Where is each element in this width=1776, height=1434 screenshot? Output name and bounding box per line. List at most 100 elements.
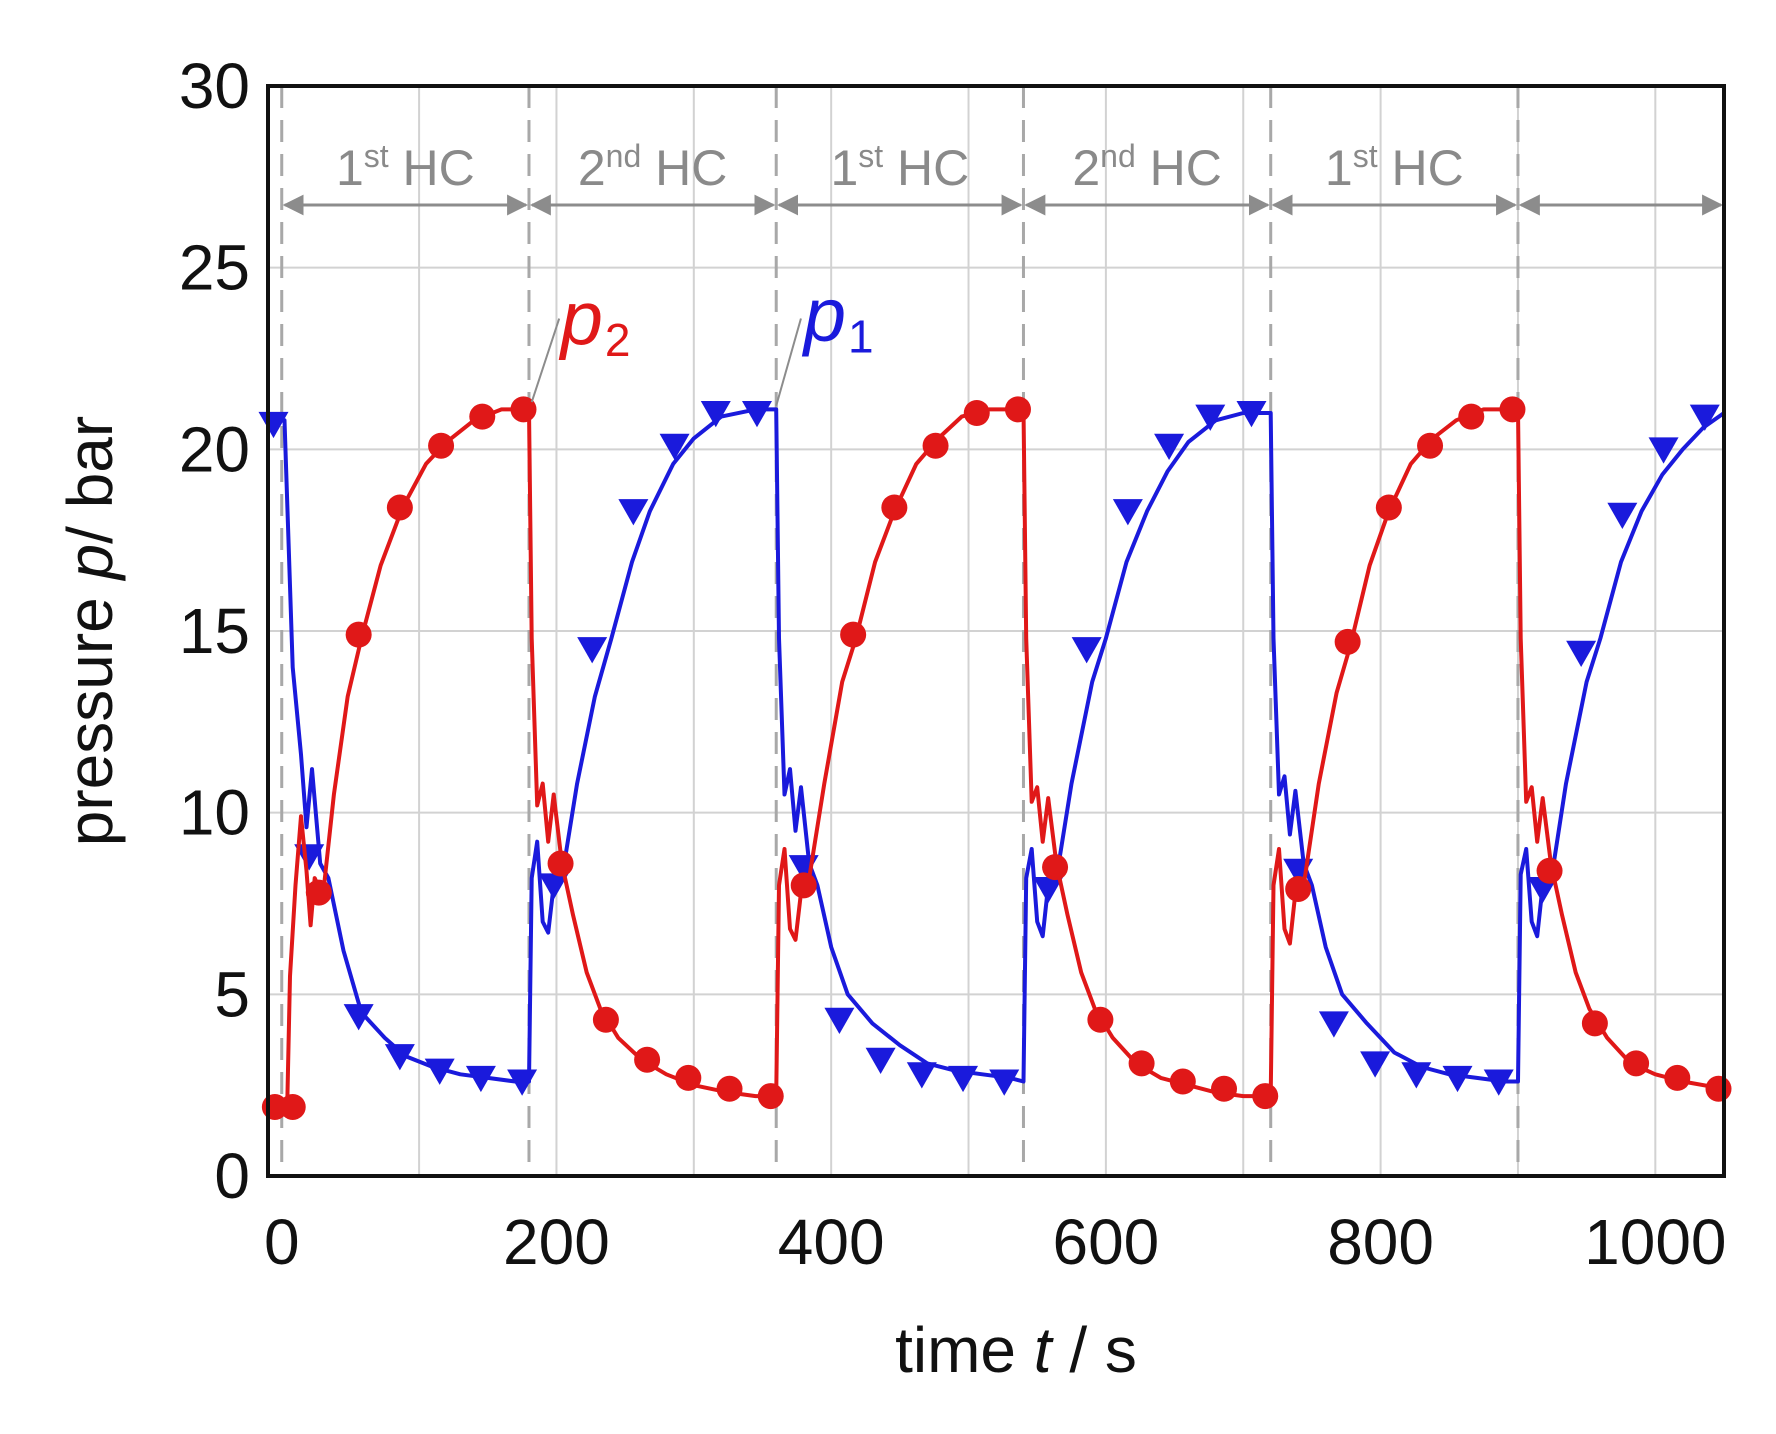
marker-p2-29 <box>1417 432 1444 459</box>
hc-label-4: 1st HC <box>1325 138 1464 196</box>
x-tick-200: 200 <box>503 1206 610 1278</box>
marker-p1-21 <box>1112 499 1143 526</box>
marker-p2-33 <box>1581 1010 1608 1037</box>
hc-label-1: 2nd HC <box>578 138 728 196</box>
x-tick-1000: 1000 <box>1584 1206 1726 1278</box>
marker-p1-11 <box>700 401 731 428</box>
series-label-p2: p2 <box>559 276 631 366</box>
marker-p1-14 <box>824 1007 855 1035</box>
y-tick-20: 20 <box>179 413 250 485</box>
marker-p2-24 <box>1211 1075 1238 1102</box>
marker-p1-3 <box>384 1044 415 1071</box>
marker-p1-27 <box>1360 1051 1391 1078</box>
marker-p2-32 <box>1536 857 1563 884</box>
marker-p2-2 <box>305 879 332 906</box>
marker-p1-5 <box>465 1065 496 1093</box>
marker-p2-1 <box>279 1093 306 1120</box>
axis-titles: p2 p1 time t / s pressure p/ bar <box>54 272 1137 1386</box>
marker-p1-19 <box>1033 876 1064 904</box>
plot-border <box>266 84 1726 1178</box>
marker-p1-0 <box>258 411 289 439</box>
marker-p2-9 <box>592 1006 619 1033</box>
marker-p1-33 <box>1607 502 1638 529</box>
x-tick-800: 800 <box>1327 1206 1434 1278</box>
marker-p2-18 <box>963 400 990 426</box>
marker-p2-22 <box>1128 1050 1155 1077</box>
cycle-switch-lines <box>280 86 1520 1176</box>
marker-p1-29 <box>1442 1065 1473 1093</box>
grid-lines <box>268 86 1724 1176</box>
marker-p1-26 <box>1318 1011 1349 1038</box>
y-tick-15: 15 <box>179 595 250 667</box>
marker-p2-5 <box>428 432 455 459</box>
marker-p2-14 <box>790 872 817 899</box>
marker-p2-31 <box>1499 396 1526 423</box>
marker-p2-35 <box>1664 1064 1691 1091</box>
marker-p1-8 <box>577 637 608 664</box>
hc-label-3: 2nd HC <box>1072 138 1222 196</box>
marker-p1-4 <box>424 1058 455 1085</box>
marker-p2-3 <box>345 621 372 648</box>
x-tick-0: 0 <box>264 1206 300 1278</box>
series-line-p2 <box>270 407 1725 1109</box>
marker-p1-1 <box>294 844 325 871</box>
y-axis-title: pressure p/ bar <box>54 416 126 846</box>
y-tick-25: 25 <box>179 232 250 304</box>
marker-p1-28 <box>1401 1062 1432 1089</box>
marker-p1-16 <box>906 1062 937 1089</box>
marker-p2-12 <box>716 1075 743 1102</box>
marker-p1-9 <box>618 499 649 526</box>
y-tick-30: 30 <box>179 50 250 122</box>
marker-p2-36 <box>1705 1075 1732 1102</box>
marker-p2-23 <box>1169 1068 1196 1095</box>
marker-p2-27 <box>1334 628 1361 655</box>
marker-p2-30 <box>1458 403 1485 430</box>
data-series <box>258 396 1732 1120</box>
marker-p2-28 <box>1375 494 1402 521</box>
marker-p1-12 <box>741 401 772 428</box>
marker-p1-6 <box>507 1069 538 1096</box>
marker-p2-17 <box>922 432 949 459</box>
half-cycle-annotations: 1st HC 2nd HC 1st HC 2nd HC 1st HC <box>282 138 1724 216</box>
marker-p2-8 <box>547 850 574 877</box>
marker-p1-24 <box>1236 401 1267 428</box>
marker-p1-22 <box>1154 433 1185 460</box>
plot-frame <box>266 84 1726 1178</box>
marker-p2-21 <box>1087 1006 1114 1033</box>
hc-label-2: 1st HC <box>830 138 969 196</box>
marker-p1-32 <box>1566 640 1597 668</box>
x-tick-400: 400 <box>778 1206 885 1278</box>
marker-p1-35 <box>1689 404 1720 431</box>
marker-p1-2 <box>343 1004 374 1031</box>
marker-p1-10 <box>659 433 690 460</box>
marker-p2-34 <box>1623 1050 1650 1077</box>
hc-label-0: 1st HC <box>336 138 475 196</box>
marker-p1-17 <box>948 1065 979 1093</box>
y-tick-5: 5 <box>214 958 250 1030</box>
marker-p2-6 <box>469 403 496 430</box>
marker-p1-23 <box>1195 404 1226 431</box>
marker-p2-20 <box>1042 854 1069 881</box>
marker-p2-11 <box>675 1064 702 1091</box>
marker-p1-7 <box>538 873 569 900</box>
series-p1 <box>258 401 1726 1096</box>
series-label-leader-p2 <box>530 318 561 403</box>
marker-p2-19 <box>1004 396 1031 423</box>
x-tick-600: 600 <box>1052 1206 1159 1278</box>
marker-p2-16 <box>881 494 908 521</box>
marker-p2-26 <box>1285 875 1312 902</box>
x-axis-title: time t / s <box>895 1314 1137 1386</box>
series-label-p1: p1 <box>802 272 874 362</box>
marker-p2-15 <box>840 621 867 648</box>
y-tick-10: 10 <box>179 777 250 849</box>
marker-p1-34 <box>1648 437 1679 464</box>
marker-p2-13 <box>757 1083 784 1110</box>
marker-p2-10 <box>634 1046 661 1073</box>
marker-p1-30 <box>1483 1069 1514 1096</box>
marker-p1-20 <box>1071 637 1102 664</box>
series-line-p1 <box>270 407 1726 1084</box>
marker-p2-25 <box>1252 1083 1279 1110</box>
marker-p2-4 <box>386 494 413 521</box>
